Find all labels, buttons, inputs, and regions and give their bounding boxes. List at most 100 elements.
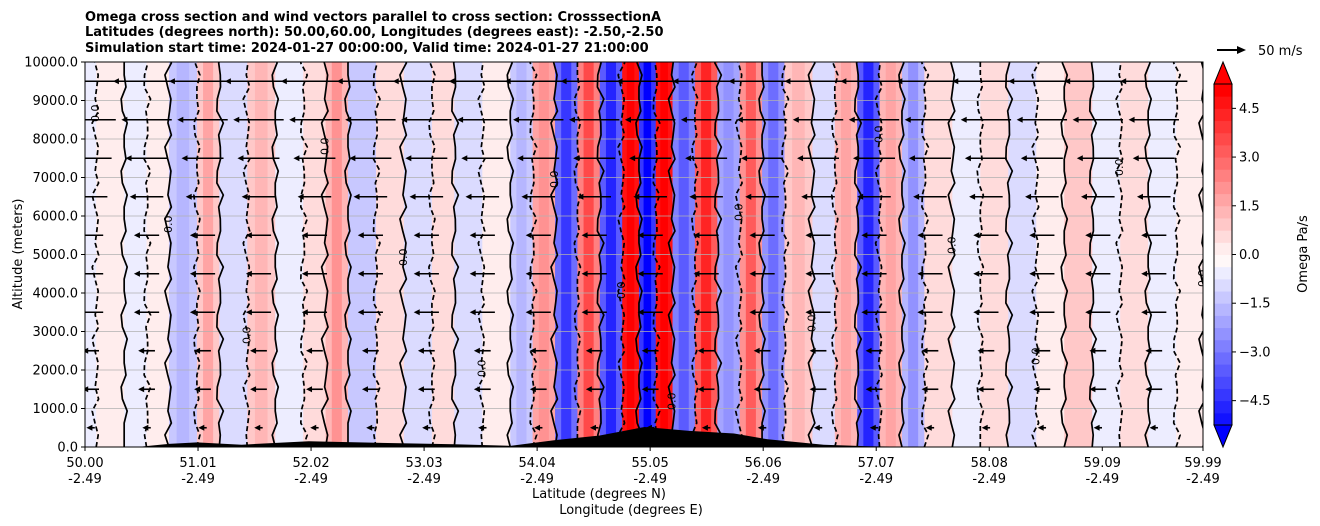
wind-vector-head-6-10: [633, 193, 640, 200]
wind-vector-head-2-19: [1145, 347, 1152, 354]
wind-vector-head-2-5: [361, 347, 368, 354]
contour-line-34: [898, 62, 906, 447]
wind-vector-head-6-17: [1025, 193, 1032, 200]
wind-vector-head-4-4: [301, 270, 308, 277]
wind-vector-head-3-7: [469, 309, 476, 316]
contour-line-30: [807, 62, 816, 447]
chart-title-line-1: Omega cross section and wind vectors par…: [85, 10, 661, 25]
chart-title-line-3: Simulation start time: 2024-01-27 00:00:…: [85, 41, 649, 56]
wind-vector-head-5-14: [861, 232, 868, 239]
omega-contours: 0.0 0.0 0.0 0.0 0.0 0.0 0.0 0.0 0.0 0.0 0.0 0.0 0.0 0…: [89, 62, 1209, 447]
xtick-lon-label-4: -2.49: [520, 472, 554, 487]
wind-vector-head-9-5: [336, 78, 343, 85]
colorbar-segment-20: [1214, 169, 1232, 182]
contour-label-27: 0.0: [733, 204, 746, 222]
wind-vector-head-2-0: [85, 347, 89, 354]
wind-vector-head-4-17: [1029, 270, 1036, 277]
wind-vector-head-8-10: [624, 116, 631, 123]
wind-vectors: [57, 78, 1188, 431]
xtick-lat-label-9: 59.09: [1084, 456, 1121, 471]
contour-line-0: [91, 62, 100, 447]
colorbar-segment-8: [1214, 315, 1232, 329]
wind-vector-head-9-15: [896, 78, 903, 85]
wind-vector-head-1-9: [585, 386, 592, 393]
colorbar: 4.5 3.0 1.5 0.0 −1.5 −3.0 −4.5: [1213, 60, 1271, 449]
wind-vector-head-6-0: [74, 194, 80, 200]
wind-vector-head-2-16: [977, 347, 984, 354]
wind-vector-head-9-0: [57, 78, 63, 84]
wind-vector-head-4-16: [973, 270, 980, 277]
contour-label-45: 0.0: [1196, 270, 1209, 288]
wind-vector-head-6-9: [577, 193, 584, 200]
wind-vector-head-1-13: [809, 386, 816, 393]
xtick-lon-label-10: -2.49: [1186, 472, 1220, 487]
contour-line-21: [617, 62, 626, 447]
contour-label-9: 0.0: [319, 138, 332, 156]
quiver-key-arrowhead: [1237, 46, 1246, 54]
wind-vector-head-5-16: [973, 232, 980, 239]
contour-line-10: [344, 62, 352, 447]
xtick-lat-label-1: 51.01: [179, 456, 216, 471]
wind-vector-head-1-15: [921, 386, 928, 393]
xtick-lat-label-3: 53.03: [405, 456, 442, 471]
wind-vector-head-5-8: [525, 232, 532, 239]
wind-vector-head-3-4: [301, 309, 308, 316]
contour-line-43: [1144, 62, 1153, 447]
wind-vector-head-5-13: [805, 232, 812, 239]
wind-vector-head-0-18: [1093, 424, 1100, 431]
wind-vector-head-0-1: [142, 424, 149, 431]
wind-vector-head-5-7: [469, 232, 476, 239]
wind-vector-head-7-1: [125, 155, 132, 162]
wind-vector-head-2-15: [921, 347, 928, 354]
colorbar-segment-15: [1214, 230, 1232, 243]
wind-vector-head-8-19: [1128, 116, 1135, 123]
contour-line-32: [853, 62, 863, 447]
colorbar-segment-24: [1214, 120, 1232, 134]
ytick-label-5: 5000.0: [33, 248, 79, 263]
colorbar-segment-4: [1214, 364, 1232, 377]
wind-vector-head-0-0: [86, 424, 93, 431]
colorbar-segment-26: [1214, 96, 1232, 109]
wind-vector-head-2-18: [1089, 347, 1096, 354]
wind-vector-head-0-13: [813, 424, 820, 431]
xtick-lat-label-0: 50.00: [66, 456, 103, 471]
contour-line-11: [372, 62, 381, 447]
wind-vector-head-7-10: [629, 155, 636, 162]
contour-line-20: [596, 62, 605, 447]
wind-vector-head-1-5: [361, 386, 368, 393]
wind-vector-head-9-13: [784, 78, 791, 85]
wind-vector-head-7-11: [685, 155, 692, 162]
wind-vector-head-8-0: [65, 117, 71, 123]
wind-vector-head-9-6: [392, 78, 399, 85]
wind-vector-head-3-14: [861, 309, 868, 316]
wind-vector-head-9-4: [280, 78, 287, 85]
contour-line-39: [1031, 62, 1040, 447]
wind-vector-head-3-19: [1141, 309, 1148, 316]
wind-vector-head-4-18: [1085, 270, 1092, 277]
wind-vector-head-2-9: [585, 347, 592, 354]
contour-line-23: [652, 62, 661, 447]
contour-line-22: [635, 62, 643, 447]
plot-area: 0.0 0.0 0.0 0.0 0.0 0.0 0.0 0.0 0.0 0.0 0.0 0.0 0.0 0…: [57, 61, 1209, 448]
wind-vector-head-2-8: [529, 347, 536, 354]
contour-line-3: [164, 62, 173, 447]
xtick-lon-label-7: -2.49: [859, 472, 893, 487]
xtick-lat-label-4: 54.04: [519, 456, 556, 471]
contour-line-35: [921, 62, 930, 447]
wind-vector-head-7-4: [293, 155, 300, 162]
wind-vector-head-7-8: [517, 155, 524, 162]
wind-vector-head-2-1: [138, 347, 145, 354]
wind-vector-head-3-15: [917, 309, 924, 316]
contour-line-1: [120, 62, 129, 447]
wind-vector-head-0-2: [198, 424, 205, 431]
wind-vector-head-4-0: [78, 271, 84, 277]
wind-vector-head-7-18: [1076, 155, 1083, 162]
wind-vector-head-1-18: [1089, 386, 1096, 393]
contour-label-15: 0.0: [475, 360, 488, 378]
colorbar-segment-23: [1214, 132, 1232, 146]
wind-vector-head-8-7: [457, 116, 464, 123]
xtick-lon-label-3: -2.49: [407, 472, 441, 487]
wind-vector-head-6-13: [801, 193, 808, 200]
wind-vector-head-1-7: [473, 386, 480, 393]
contour-line-5: [216, 62, 225, 447]
